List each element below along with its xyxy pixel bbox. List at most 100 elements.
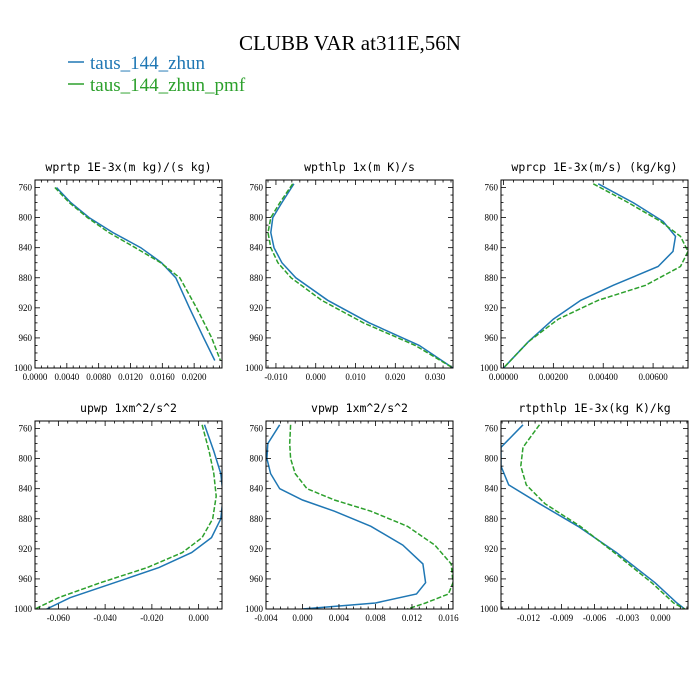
panel-3-ytick-label: 880 bbox=[485, 273, 499, 283]
panel-3-xtick-label: 0.00400 bbox=[589, 372, 619, 382]
panel-2-xtick-label: 0.000 bbox=[306, 372, 327, 382]
panel-5-frame bbox=[265, 420, 454, 610]
panel-4-xtick-label: -0.040 bbox=[94, 613, 118, 623]
panel-2-frame bbox=[265, 179, 454, 369]
panel-4-series-1-line bbox=[46, 424, 222, 609]
panel-6-ytick-label: 1000 bbox=[480, 604, 499, 614]
panel-1-xtick-label: 0.0200 bbox=[182, 372, 207, 382]
panel-1-title: wprtp 1E-3x(m kg)/(s kg) bbox=[45, 160, 211, 174]
panel-6-xtick-label: 0.000 bbox=[650, 613, 671, 623]
panel-5-xtick-label: 0.016 bbox=[438, 613, 459, 623]
panel-3-ytick-label: 920 bbox=[485, 303, 499, 313]
panel-5-ytick-label: 880 bbox=[250, 514, 264, 524]
legend: taus_144_zhun taus_144_zhun_pmf bbox=[68, 53, 246, 96]
panel-1-xtick-label: 0.0040 bbox=[54, 372, 79, 382]
panel-1-xtick-label: 0.0160 bbox=[150, 372, 175, 382]
figure-title: CLUBB VAR at311E,56N bbox=[239, 31, 461, 55]
panel-6-ytick-label: 800 bbox=[485, 454, 499, 464]
panel-4-ytick-label: 840 bbox=[19, 484, 33, 494]
panel-5-ytick-label: 840 bbox=[250, 484, 264, 494]
panel-4-ytick-label: 960 bbox=[19, 574, 33, 584]
panel-6-xtick-label: -0.006 bbox=[583, 613, 607, 623]
panel-5: vpwp 1xm^2/s^2 -0.004 0.000 0.004 0.008 0.012… bbox=[245, 401, 459, 623]
panel-5-ytick-label: 920 bbox=[250, 544, 264, 554]
panel-2-ytick-label: 800 bbox=[250, 213, 264, 223]
panel-3-title: wprcp 1E-3x(m/s) (kg/kg) bbox=[511, 160, 677, 174]
panel-grid: wprtp 1E-3x(m kg)/(s kg) 0.0000 0.0040 0.00… bbox=[14, 160, 689, 623]
panel-3-series-1-line bbox=[502, 183, 677, 368]
panel-3-ytick-label: 760 bbox=[485, 183, 499, 193]
panel-5-xtick-label: 0.004 bbox=[329, 613, 350, 623]
panel-1: wprtp 1E-3x(m kg)/(s kg) 0.0000 0.0040 0.00… bbox=[14, 160, 223, 382]
panel-2-xtick-label: -0.010 bbox=[264, 372, 288, 382]
panel-5-xtick-label: 0.008 bbox=[365, 613, 386, 623]
panel-4-xtick-label: -0.060 bbox=[47, 613, 71, 623]
panel-5-xtick-label: -0.004 bbox=[254, 613, 278, 623]
panel-6-title: rtpthlp 1E-3x(kg K)/kg bbox=[518, 401, 670, 415]
panel-4-xtick-label: 0.000 bbox=[189, 613, 210, 623]
panel-5-ytick-label: 800 bbox=[250, 454, 264, 464]
panel-3-xtick-label: 0.00000 bbox=[489, 372, 519, 382]
panel-2-title: wpthlp 1x(m K)/s bbox=[304, 160, 415, 174]
panel-5-ytick-label: 1000 bbox=[245, 604, 264, 614]
panel-3-xtick-label: 0.00600 bbox=[638, 372, 668, 382]
panel-4: upwp 1xm^2/s^2 -0.060 -0.040 -0.020 0.000 760… bbox=[14, 401, 223, 623]
panel-1-xtick-label: 0.0000 bbox=[23, 372, 48, 382]
panel-1-xtick-label: 0.0120 bbox=[118, 372, 143, 382]
panel-1-ytick-label: 760 bbox=[19, 183, 33, 193]
panel-3-ytick-label: 960 bbox=[485, 333, 499, 343]
panel-1-ytick-label: 960 bbox=[19, 333, 33, 343]
panel-3: wprcp 1E-3x(m/s) (kg/kg) 0.00000 0.00200 0.… bbox=[480, 160, 689, 382]
panel-6-frame bbox=[500, 420, 689, 610]
panel-6-xtick-label: -0.012 bbox=[517, 613, 540, 623]
panel-3-ytick-label: 800 bbox=[485, 213, 499, 223]
panel-3-frame bbox=[500, 179, 689, 369]
panel-2-series-2-line bbox=[267, 183, 453, 368]
panel-5-ytick-label: 760 bbox=[250, 424, 264, 434]
panel-2-xtick-label: 0.010 bbox=[345, 372, 366, 382]
panel-6-series-2-line bbox=[520, 424, 686, 609]
panel-4-ytick-label: 920 bbox=[19, 544, 33, 554]
panel-2-ytick-label: 840 bbox=[250, 243, 264, 253]
panel-2-ytick-label: 760 bbox=[250, 183, 264, 193]
panel-3-xtick-label: 0.00200 bbox=[539, 372, 569, 382]
legend-label-series-1: taus_144_zhun bbox=[90, 53, 206, 74]
panel-2-ytick-label: 880 bbox=[250, 273, 264, 283]
panel-4-ytick-label: 1000 bbox=[14, 604, 33, 614]
panel-4-title: upwp 1xm^2/s^2 bbox=[80, 401, 177, 415]
panel-6-ytick-label: 840 bbox=[485, 484, 499, 494]
panel-4-ytick-label: 880 bbox=[19, 514, 33, 524]
panel-1-series-2-line bbox=[54, 186, 222, 361]
panel-2: wpthlp 1x(m K)/s -0.010 0.000 0.010 0.020 0.0… bbox=[245, 160, 454, 382]
panel-5-series-2-line bbox=[288, 424, 453, 609]
panel-2-ytick-label: 960 bbox=[250, 333, 264, 343]
panel-6-ytick-label: 920 bbox=[485, 544, 499, 554]
panel-2-ytick-label: 1000 bbox=[245, 363, 264, 373]
panel-3-series-2-line bbox=[502, 183, 688, 368]
panel-2-series-1-line bbox=[270, 183, 453, 368]
panel-4-series-2-line bbox=[35, 424, 217, 609]
panel-2-xtick-label: 0.020 bbox=[385, 372, 406, 382]
panel-1-ytick-label: 1000 bbox=[14, 363, 33, 373]
panel-4-frame bbox=[34, 420, 223, 610]
panel-1-series-1-line bbox=[55, 186, 216, 361]
panel-6-xtick-label: -0.003 bbox=[616, 613, 640, 623]
panel-1-ytick-label: 920 bbox=[19, 303, 33, 313]
panel-1-ytick-label: 880 bbox=[19, 273, 33, 283]
panel-5-series-1-line bbox=[266, 424, 427, 609]
panel-6-xtick-label: -0.009 bbox=[550, 613, 574, 623]
panel-1-ytick-label: 840 bbox=[19, 243, 33, 253]
legend-label-series-2: taus_144_zhun_pmf bbox=[90, 75, 246, 96]
panel-6: rtpthlp 1E-3x(kg K)/kg -0.012 -0.009 -0.006… bbox=[480, 401, 689, 623]
panel-4-xtick-label: -0.020 bbox=[140, 613, 164, 623]
panel-3-ytick-label: 840 bbox=[485, 243, 499, 253]
panel-1-ytick-label: 800 bbox=[19, 213, 33, 223]
panel-6-ytick-label: 960 bbox=[485, 574, 499, 584]
panel-1-frame bbox=[34, 179, 223, 369]
panel-1-xtick-label: 0.0080 bbox=[86, 372, 111, 382]
panel-5-xtick-label: 0.000 bbox=[292, 613, 313, 623]
panel-5-xtick-label: 0.012 bbox=[402, 613, 422, 623]
panel-6-ytick-label: 760 bbox=[485, 424, 499, 434]
panel-4-ytick-label: 800 bbox=[19, 454, 33, 464]
